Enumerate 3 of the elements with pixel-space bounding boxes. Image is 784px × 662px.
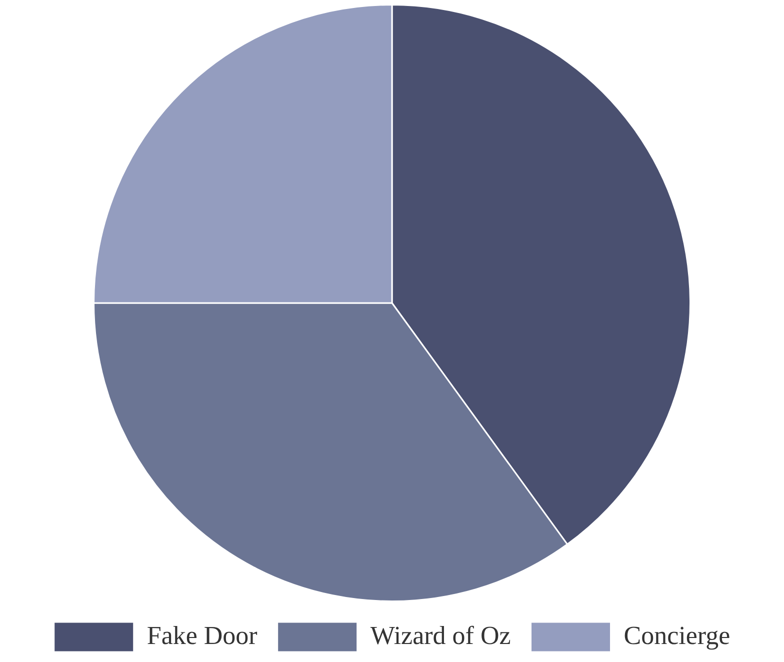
legend-label: Wizard of Oz xyxy=(370,620,511,650)
legend-label: Fake Door xyxy=(146,620,258,650)
legend-label: Concierge xyxy=(624,620,730,650)
